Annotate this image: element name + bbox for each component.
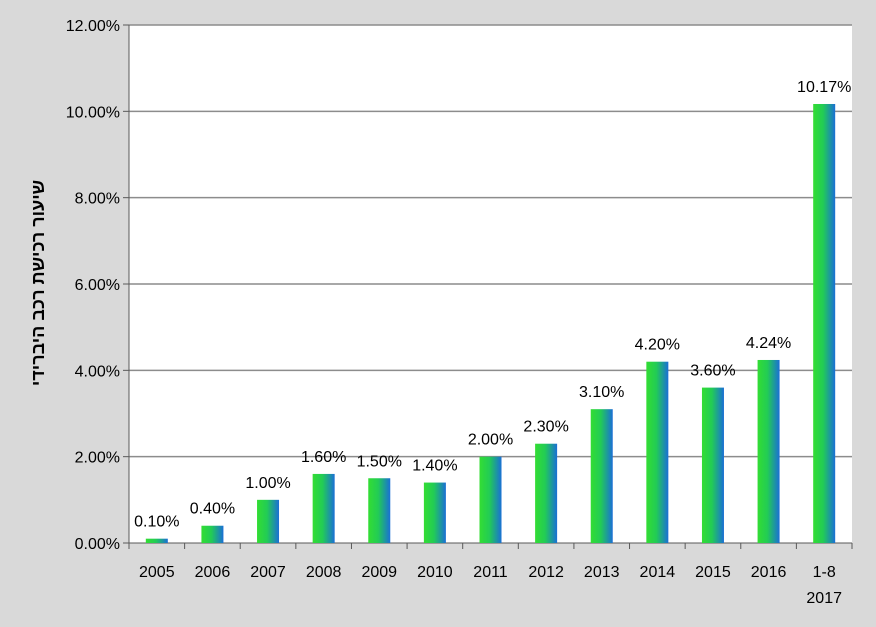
y-tick-label: 6.00% (75, 277, 120, 294)
x-tick-label: 2007 (250, 564, 286, 581)
x-tick-label: 2006 (195, 564, 231, 581)
x-tick-label: 2010 (417, 564, 453, 581)
data-label: 3.10% (579, 384, 624, 401)
data-label: 4.24% (746, 335, 791, 352)
y-tick-label: 2.00% (75, 450, 120, 467)
data-label: 0.40% (190, 501, 235, 518)
y-tick-label: 4.00% (75, 363, 120, 380)
data-labels: 0.10% 0.40% 1.00% 1.60% 1.50% 1.40% 2.00% 2.30%… (134, 79, 851, 531)
x-tick-label: 2008 (306, 564, 342, 581)
bar (201, 525, 224, 543)
y-tick-label: 0.00% (75, 536, 120, 553)
x-tick-label: 2016 (751, 564, 787, 581)
data-label: 10.17% (797, 79, 851, 96)
bar (368, 478, 391, 543)
data-label: 2.00% (468, 432, 513, 449)
y-tick-label: 8.00% (75, 191, 120, 208)
data-label: 1.00% (245, 475, 290, 492)
bar (535, 443, 558, 543)
x-tick-label: 2012 (528, 564, 564, 581)
bar (813, 103, 836, 544)
data-label: 3.60% (690, 363, 735, 380)
data-label: 1.60% (301, 449, 346, 466)
data-label: 1.50% (357, 453, 402, 470)
x-tick-label: 2015 (695, 564, 731, 581)
x-tick-label: 2005 (139, 564, 175, 581)
x-tick-label: 2013 (584, 564, 620, 581)
x-tick-label: 2011 (473, 564, 508, 581)
bar (646, 361, 669, 543)
y-axis-title: שיעור רכישת רכב היברידי (28, 180, 48, 386)
x-tick-label: 1-8 (813, 564, 836, 581)
y-axis-tick-labels: 0.00% 2.00% 4.00% 6.00% 8.00% 10.00% 12.00% (66, 18, 120, 553)
bar (312, 473, 335, 543)
bar (701, 387, 724, 543)
x-tick-label: 2009 (361, 564, 397, 581)
x-tick-label-line2: 2017 (806, 590, 842, 607)
bar (423, 482, 446, 543)
bar (479, 456, 502, 543)
bar (757, 359, 780, 543)
bar (257, 499, 280, 543)
bars (145, 103, 836, 544)
data-label: 1.40% (412, 458, 457, 475)
y-tick-label: 12.00% (66, 18, 120, 35)
y-tick-label: 10.00% (66, 104, 120, 121)
data-label: 2.30% (523, 419, 568, 436)
data-label: 4.20% (635, 337, 680, 354)
bar (145, 538, 168, 543)
x-tick-label: 2014 (640, 564, 676, 581)
bar (590, 409, 613, 543)
x-axis-tick-labels: 2005 2006 2007 2008 2009 2010 2011 2012 2013 2014… (139, 564, 842, 607)
data-label: 0.10% (134, 514, 179, 531)
